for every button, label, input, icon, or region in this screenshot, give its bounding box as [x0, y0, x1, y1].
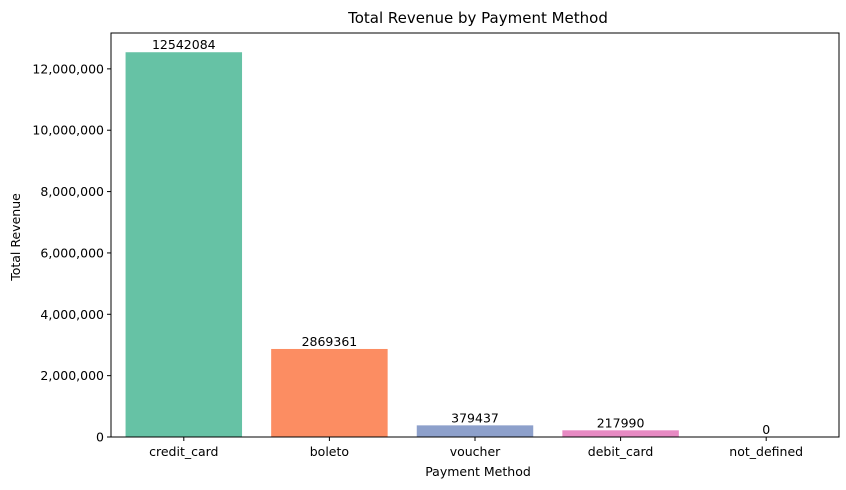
bar-credit-card — [125, 52, 243, 438]
x-tick-label: not_defined — [729, 444, 803, 459]
y-tick-label: 12,000,000 — [32, 61, 104, 76]
data-label: 2869361 — [302, 334, 358, 349]
y-tick-label: 2,000,000 — [40, 368, 104, 383]
x-tick-label: credit_card — [149, 444, 218, 459]
bar-debit-card — [562, 430, 679, 437]
y-tick-label: 4,000,000 — [40, 307, 104, 322]
x-tick-label: voucher — [450, 444, 501, 459]
y-tick-label: 0 — [96, 430, 104, 445]
data-label: 379437 — [451, 410, 499, 425]
y-axis-label: Total Revenue — [8, 193, 23, 282]
y-tick-label: 8,000,000 — [40, 184, 104, 199]
chart-title: Total Revenue by Payment Method — [347, 9, 608, 27]
y-tick-label: 10,000,000 — [32, 123, 104, 138]
plot-frame — [110, 32, 840, 438]
bar-boleto — [271, 348, 388, 437]
y-tick-label: 6,000,000 — [40, 245, 104, 260]
plot-area: 12542084 credit_card 2869361 boleto 379437 vo… — [32, 32, 840, 459]
data-label: 0 — [762, 422, 770, 437]
x-axis-label: Payment Method — [425, 464, 531, 479]
x-tick-label: boleto — [310, 444, 349, 459]
data-label: 12542084 — [152, 37, 216, 52]
x-tick-label: debit_card — [588, 444, 654, 459]
data-label: 217990 — [597, 415, 645, 430]
bar-voucher — [416, 425, 534, 437]
